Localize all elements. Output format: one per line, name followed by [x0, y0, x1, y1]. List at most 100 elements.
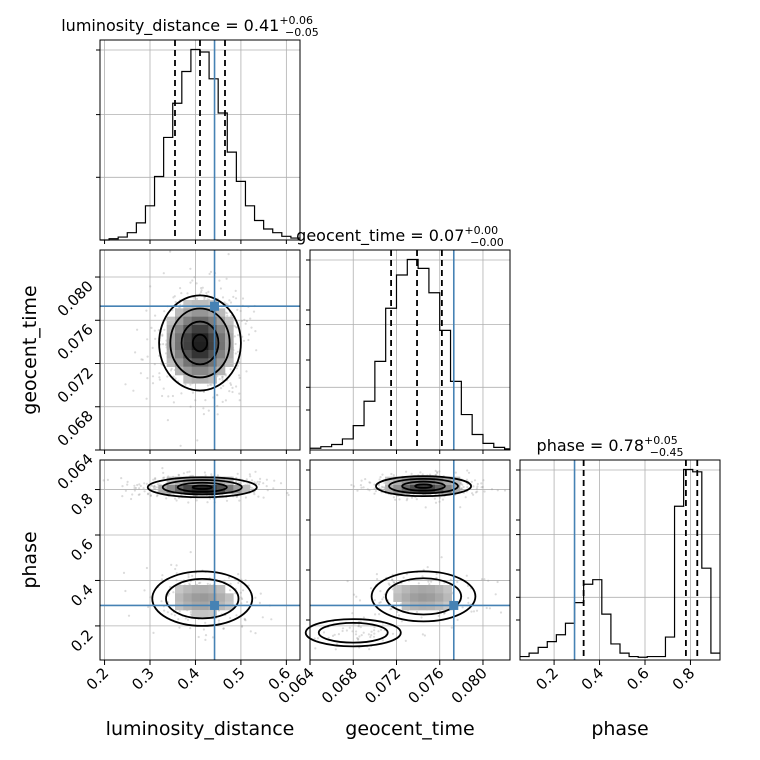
density-cell	[225, 350, 234, 359]
sample-point	[254, 596, 257, 599]
density-cell	[175, 585, 184, 594]
x-tick-label: 0.068	[318, 664, 361, 707]
sample-point	[379, 590, 382, 593]
sample-point	[487, 579, 490, 582]
sample-point	[394, 498, 397, 501]
sample-point	[187, 501, 190, 504]
sample-point	[239, 591, 242, 594]
sample-point	[258, 480, 261, 483]
sample-point	[240, 602, 243, 605]
sample-point	[145, 482, 148, 485]
sample-point	[143, 490, 146, 493]
sample-point	[243, 617, 246, 621]
sample-point	[357, 638, 360, 641]
sample-point	[200, 289, 203, 292]
sample-point	[162, 343, 165, 346]
density-cell	[208, 375, 217, 384]
sample-point	[496, 489, 499, 492]
density-cell	[426, 585, 436, 594]
sample-point	[160, 600, 163, 603]
sample-point	[153, 484, 156, 488]
sample-point	[131, 493, 134, 496]
sample-point	[145, 397, 148, 400]
sample-point	[441, 498, 445, 501]
sample-point	[348, 626, 351, 629]
sample-point	[369, 587, 373, 590]
sample-point	[355, 595, 358, 598]
sample-point	[404, 639, 407, 643]
sample-point	[415, 498, 418, 501]
sample-point	[266, 489, 269, 492]
density-cell	[191, 300, 201, 309]
density-cell	[216, 350, 226, 359]
sample-point	[237, 581, 240, 585]
density-cell	[216, 585, 226, 594]
panel-frame	[309, 249, 511, 451]
sample-point	[438, 500, 441, 503]
sample-point	[120, 477, 123, 480]
sample-point	[221, 400, 224, 403]
sample-point	[243, 318, 246, 321]
sample-point	[153, 329, 156, 332]
sample-point	[126, 483, 129, 486]
sample-point	[169, 585, 172, 589]
sample-point	[151, 346, 154, 349]
sample-point	[174, 567, 177, 571]
sample-point	[239, 482, 242, 485]
sample-point	[234, 289, 237, 292]
sample-point	[180, 292, 183, 295]
sample-point	[156, 493, 159, 497]
sample-point	[499, 611, 503, 614]
y-tick-label: 0.064	[54, 450, 97, 493]
sample-point	[244, 579, 247, 582]
sample-point	[380, 485, 384, 488]
sample-point	[362, 616, 365, 619]
panel-frame	[309, 459, 511, 661]
sample-point	[161, 334, 164, 337]
x-tick-label: 0.080	[448, 664, 491, 707]
sample-point	[147, 492, 150, 495]
sample-point	[203, 298, 206, 301]
sample-point	[392, 580, 395, 584]
sample-point	[287, 493, 290, 497]
sample-point	[210, 473, 213, 476]
sample-point	[378, 601, 381, 605]
sample-point	[265, 485, 268, 488]
density-cell	[183, 485, 192, 494]
sample-point	[245, 478, 248, 481]
sample-point	[430, 580, 433, 583]
density-cell	[175, 341, 184, 351]
sample-point	[428, 583, 431, 586]
sample-point	[244, 619, 247, 622]
sample-point	[440, 556, 443, 559]
sample-point	[218, 279, 221, 282]
sample-point	[239, 309, 242, 313]
sample-point	[228, 299, 231, 302]
sample-point	[240, 625, 244, 628]
sample-point	[351, 630, 354, 633]
sample-point	[191, 574, 194, 578]
sample-point	[464, 496, 467, 499]
density-cell	[208, 333, 217, 342]
density-cell	[191, 375, 201, 384]
sample-point	[137, 493, 140, 496]
sample-point	[226, 312, 229, 315]
sample-point	[370, 634, 373, 637]
sample-point	[247, 333, 251, 336]
sample-point	[169, 369, 173, 372]
sample-point	[254, 632, 257, 635]
sample-point	[189, 281, 192, 284]
sample-point	[158, 376, 161, 379]
density-cell	[208, 585, 217, 594]
sample-point	[256, 480, 259, 483]
sample-point	[165, 352, 168, 355]
sample-point	[242, 339, 246, 342]
sample-point	[161, 467, 164, 470]
sample-point	[204, 638, 207, 642]
density-cell	[393, 585, 402, 594]
sample-point	[162, 476, 165, 479]
sample-point	[367, 633, 370, 636]
sample-point	[402, 576, 405, 579]
sample-point	[483, 490, 486, 493]
sample-point	[228, 589, 232, 592]
